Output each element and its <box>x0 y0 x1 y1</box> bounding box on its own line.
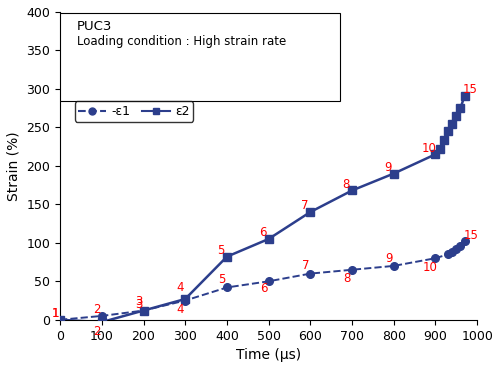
Text: Loading condition : High strain rate: Loading condition : High strain rate <box>77 35 286 48</box>
X-axis label: Time (μs): Time (μs) <box>236 348 301 362</box>
Text: 7: 7 <box>302 259 309 272</box>
Text: 9: 9 <box>385 252 392 265</box>
Text: 1: 1 <box>52 307 59 320</box>
Text: 15: 15 <box>462 83 477 96</box>
FancyBboxPatch shape <box>60 14 340 101</box>
Text: PUC3: PUC3 <box>77 20 112 32</box>
Text: 8: 8 <box>342 178 350 191</box>
Text: 3: 3 <box>135 295 142 308</box>
Text: 8: 8 <box>344 272 350 286</box>
Text: 3: 3 <box>135 298 142 311</box>
Text: 10: 10 <box>423 261 438 274</box>
Text: 6: 6 <box>260 283 268 296</box>
Text: 1: 1 <box>52 307 59 320</box>
Text: 4: 4 <box>176 281 184 294</box>
Text: 7: 7 <box>300 199 308 213</box>
Text: 2: 2 <box>93 325 100 338</box>
Text: 6: 6 <box>259 226 266 239</box>
Text: 5: 5 <box>218 244 225 257</box>
Text: 9: 9 <box>384 161 392 174</box>
Y-axis label: Strain (%): Strain (%) <box>7 131 21 201</box>
Text: 15: 15 <box>464 229 478 242</box>
Text: 4: 4 <box>176 303 184 316</box>
Legend: -ε1, ε2: -ε1, ε2 <box>74 101 193 122</box>
Text: 10: 10 <box>422 142 437 155</box>
Text: 5: 5 <box>218 273 226 286</box>
Text: 2: 2 <box>93 303 100 316</box>
